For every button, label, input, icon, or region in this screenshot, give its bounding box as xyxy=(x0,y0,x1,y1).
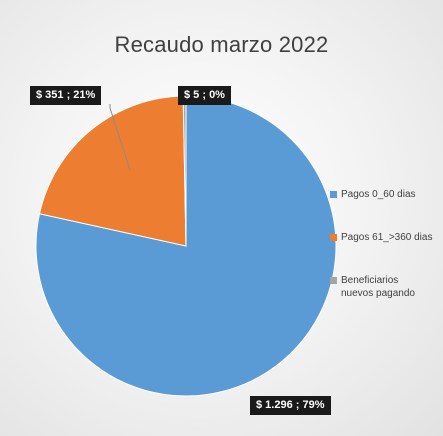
pie-slice-pagos-0-60 xyxy=(35,95,337,397)
legend-swatch xyxy=(330,191,337,198)
legend-item-beneficiarios-nuevos: Beneficiarios nuevos pagando xyxy=(330,274,442,300)
data-label-pagos-61-360: $ 351 ; 21% xyxy=(30,86,102,105)
data-label-pagos-0-60: $ 1.296 ; 79% xyxy=(250,396,331,415)
leader-line-pagos-61-360 xyxy=(109,104,131,171)
legend-label: Pagos 61_>360 dias xyxy=(341,232,433,243)
pie-slice-pagos-61-360 xyxy=(38,95,187,247)
chart-title: Recaudo marzo 2022 xyxy=(114,32,329,57)
legend-swatch xyxy=(330,277,337,284)
legend-swatch xyxy=(330,234,337,241)
legend-item-pagos-0-60: Pagos 0_60 dias xyxy=(330,188,442,201)
legend-label: Pagos 0_60 dias xyxy=(341,189,416,200)
legend-label: Beneficiarios nuevos pagando xyxy=(341,275,415,299)
data-label-beneficiarios-nuevos: $ 5 ; 0% xyxy=(178,86,231,105)
legend: Pagos 0_60 dias Pagos 61_>360 dias Benef… xyxy=(330,188,442,300)
legend-item-pagos-61-360: Pagos 61_>360 dias xyxy=(330,231,442,244)
